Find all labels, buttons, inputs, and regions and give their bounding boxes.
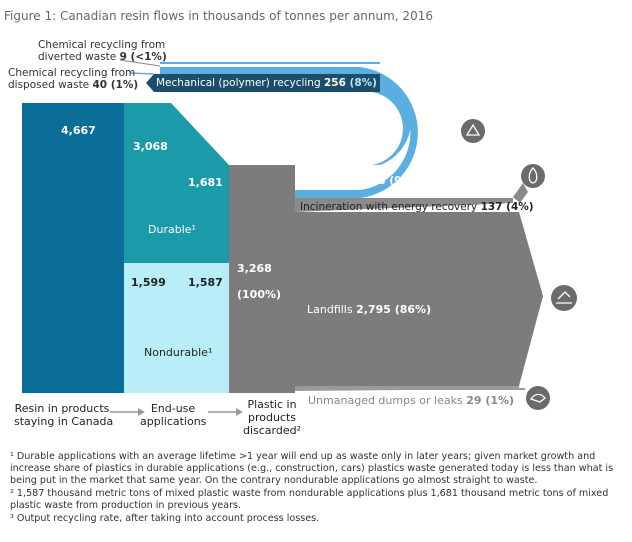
discarded-value: 3,268: [237, 262, 272, 275]
dumps-value: 29 (1%): [466, 394, 515, 407]
footnotes: ¹ Durable applications with an average l…: [10, 451, 622, 526]
footnote-1: ¹ Durable applications with an average l…: [10, 451, 614, 486]
landfills-text: Landfills: [307, 303, 357, 316]
plastic-caption-line2: products: [247, 411, 297, 424]
figure-title: Figure 1: Canadian resin flows in thousa…: [4, 9, 433, 23]
chem-diverted-pointer: [119, 59, 161, 67]
incineration-flow: [295, 198, 513, 212]
resin-caption-line1: Resin in products: [14, 402, 110, 415]
chem-disposed-value: 40 (1%): [92, 79, 139, 91]
plastic-caption-line1: Plastic in: [247, 398, 297, 411]
durable-in-value: 3,068: [133, 140, 168, 153]
bird-icon: [526, 386, 550, 410]
recycling-value: 305: [363, 175, 386, 187]
chem-diverted-label: Chemical recycling from diverted waste 9…: [38, 39, 167, 63]
footnote-3: ³ Output recycling rate, after taking in…: [10, 513, 320, 524]
incineration-text: Incineration with energy recovery: [300, 201, 481, 213]
chem-disposed-line1: Chemical recycling from: [8, 67, 136, 79]
durable-bar: [124, 103, 229, 263]
chem-disposed-arrow: [129, 72, 155, 75]
chem-disposed-label: Chemical recycling from disposed waste 4…: [8, 67, 138, 91]
mechanical-flow: [146, 74, 380, 92]
chem-diverted-line2: diverted waste: [38, 51, 120, 63]
enduse-caption-line1: End-use: [150, 402, 196, 415]
landfills-label: Landfills 2,795 (86%): [307, 303, 431, 316]
enduse-caption: End-use applications: [140, 402, 206, 428]
recycling-pct: (9%): [385, 175, 417, 187]
discarded-bar: [229, 165, 295, 393]
recycling-text: Recycling³: [306, 175, 364, 187]
enduse-caption-line2: applications: [140, 415, 207, 428]
resin-bar: [22, 103, 124, 393]
caption-arrowhead-2: [236, 408, 243, 416]
mechanical-value: 256: [323, 77, 346, 89]
resin-caption-line2: staying in Canada: [14, 415, 114, 428]
nondurable-bar: [124, 263, 229, 393]
dumps-label: Unmanaged dumps or leaks 29 (1%): [308, 395, 514, 407]
durable-label: Durable¹: [148, 223, 196, 236]
durable-out-value: 1,681: [188, 176, 223, 189]
nondurable-in-value: 1,599: [131, 276, 166, 289]
discarded-pct: (100%): [237, 288, 282, 301]
landfill-icon: [551, 285, 577, 311]
landfills-value: 2,795 (86%): [356, 303, 432, 316]
resin-value: 4,667: [61, 124, 96, 137]
caption-arrowhead-1: [138, 408, 145, 416]
recycling-icon: [461, 119, 485, 143]
chem-diverted-value: 9 (<1%): [119, 51, 167, 63]
mechanical-text: Mechanical (polymer) recycling: [156, 77, 324, 89]
flame-icon: [521, 164, 545, 188]
dumps-text: Unmanaged dumps or leaks: [308, 394, 467, 407]
incineration-label: Incineration with energy recovery 137 (4…: [300, 201, 534, 213]
chem-disposed-line2: disposed waste: [8, 79, 93, 91]
mechanical-label: Mechanical (polymer) recycling 256 (8%): [156, 77, 377, 89]
landfills-flow: [295, 212, 543, 386]
plastic-caption-line3: discarded²: [242, 424, 302, 437]
incineration-arrow: [513, 183, 528, 203]
chem-diverted-line1: Chemical recycling from: [38, 39, 166, 51]
resin-caption: Resin in products staying in Canada: [14, 402, 114, 428]
footnote-2: ² 1,587 thousand metric tons of mixed pl…: [10, 488, 609, 511]
nondurable-label: Nondurable¹: [144, 346, 213, 359]
nondurable-out-value: 1,587: [188, 276, 223, 289]
mechanical-pct: (8%): [345, 77, 377, 89]
recycling-label: Recycling³ 305 (9%): [306, 175, 417, 187]
incineration-value: 137 (4%): [480, 201, 534, 213]
plastic-caption: Plastic in products discarded²: [240, 398, 304, 437]
